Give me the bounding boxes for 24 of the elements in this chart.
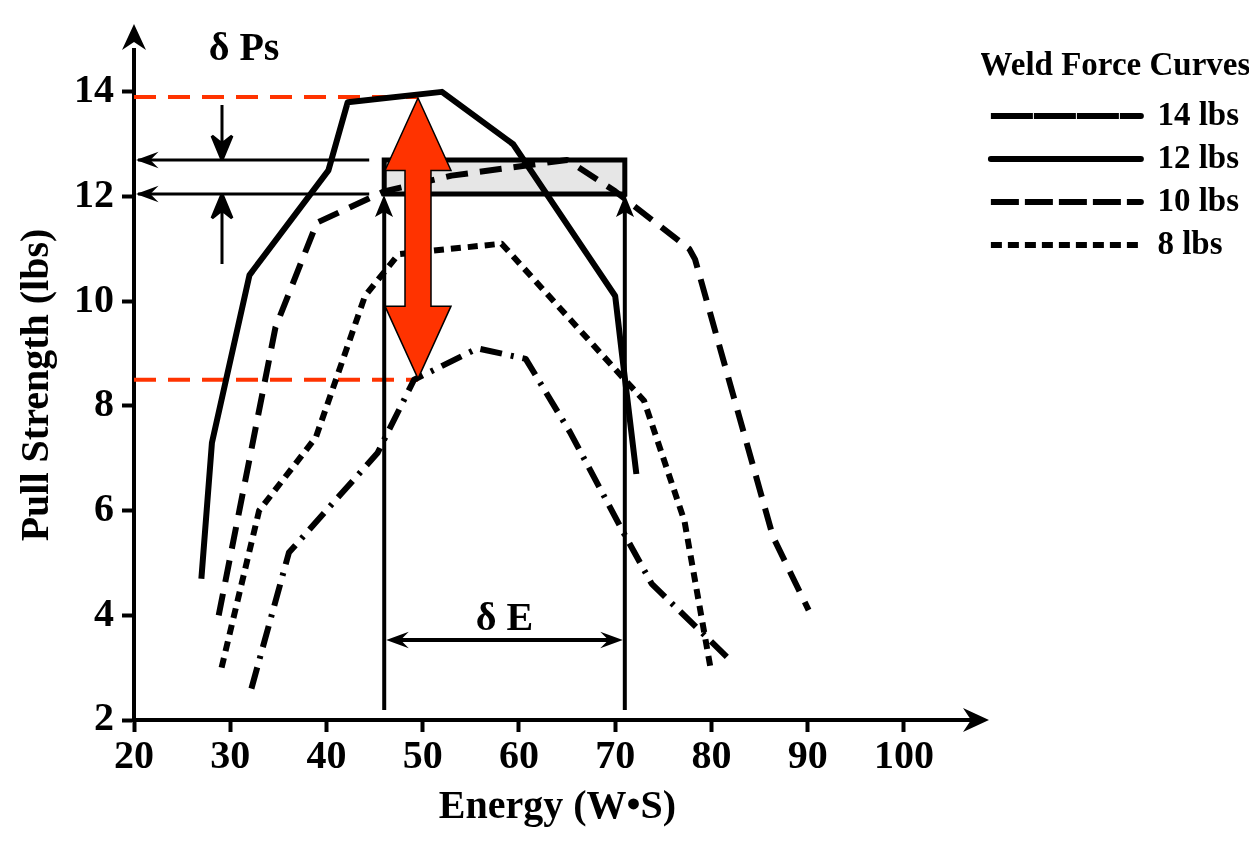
y-tick-label: 6 <box>94 484 114 530</box>
y-tick-label: 14 <box>74 66 114 112</box>
legend-label: 10 lbs <box>1157 181 1240 218</box>
y-tick-label: 10 <box>74 275 114 321</box>
x-tick-label: 80 <box>691 732 732 778</box>
y-axis-title: Pull Strength (lbs) <box>12 228 58 542</box>
y-tick-label: 4 <box>94 589 114 635</box>
x-tick-label: 70 <box>595 732 636 778</box>
x-tick-label: 30 <box>210 732 251 778</box>
x-tick-label: 60 <box>498 732 539 778</box>
x-axis-title: Energy (W•S) <box>438 782 677 828</box>
x-tick-label: 40 <box>306 732 347 778</box>
annotation: δ E <box>475 594 534 640</box>
legend-label: 8 lbs <box>1157 224 1223 261</box>
x-tick-label: 50 <box>402 732 443 778</box>
legend-label: 12 lbs <box>1157 138 1240 175</box>
x-tick-label: 90 <box>787 732 828 778</box>
x-tick-label: 20 <box>114 732 154 778</box>
annotation: δ Ps <box>208 24 280 70</box>
y-tick-label: 8 <box>94 380 114 426</box>
x-tick-label: 100 <box>873 732 934 778</box>
y-tick-label: 2 <box>94 694 114 740</box>
y-tick-label: 12 <box>74 170 114 216</box>
legend-label: 14 lbs <box>1157 95 1240 132</box>
